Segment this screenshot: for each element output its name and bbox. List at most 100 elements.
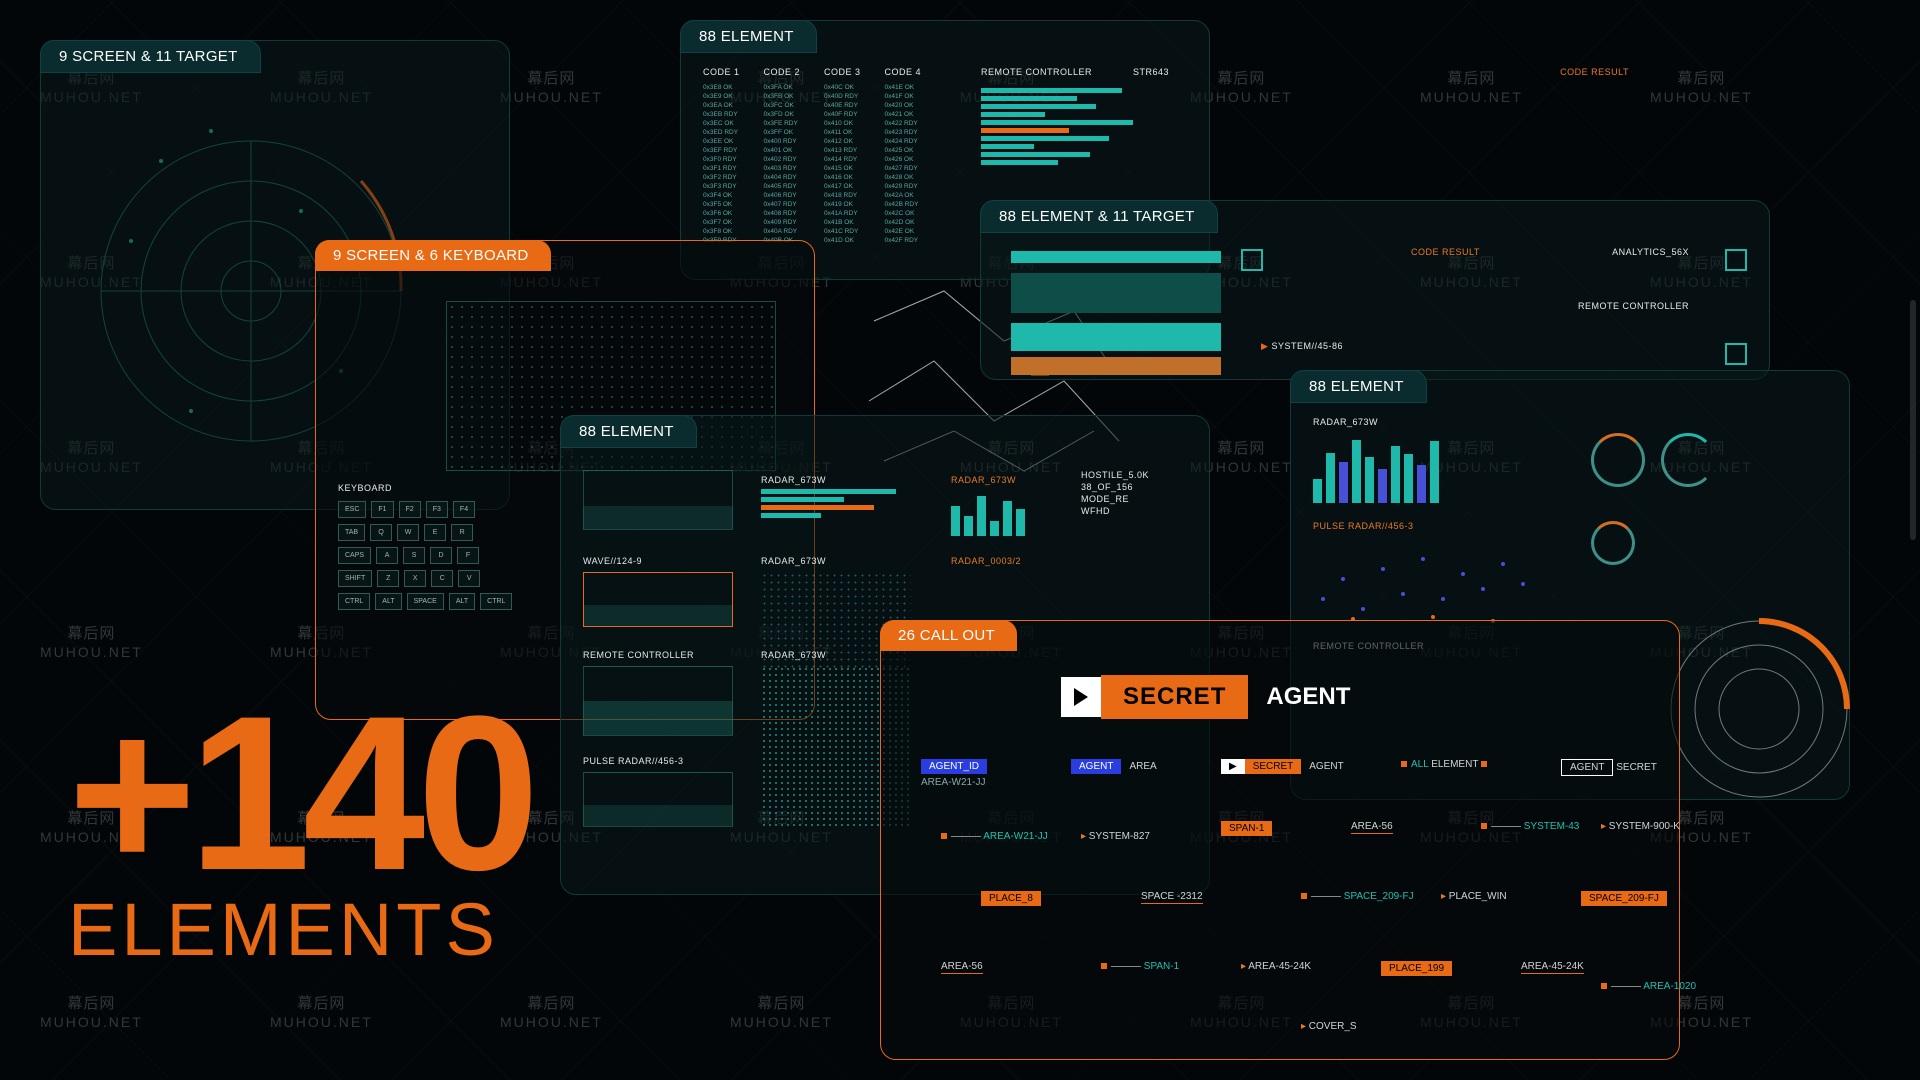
callout: ALL ELEMENT bbox=[1401, 759, 1491, 770]
gauge-ring bbox=[1591, 521, 1635, 565]
panel-88-11-target: 88 ELEMENT & 11 TARGET ▶ SYSTEM//45-86 C… bbox=[980, 200, 1770, 380]
callout: AREA-56 bbox=[1351, 821, 1393, 832]
key[interactable]: Q bbox=[370, 524, 392, 541]
col-head: CODE 3 bbox=[824, 67, 861, 77]
key[interactable]: CAPS bbox=[338, 547, 371, 564]
feature-word-2: AGENT bbox=[1248, 675, 1368, 719]
callout: PLACE_199 bbox=[1381, 961, 1452, 976]
panel-tab: 88 ELEMENT bbox=[560, 415, 697, 448]
label: PULSE RADAR//456-3 bbox=[583, 756, 684, 766]
key[interactable]: F bbox=[457, 547, 479, 564]
target-brackets bbox=[1725, 249, 1747, 271]
headline-word: ELEMENTS bbox=[68, 887, 532, 972]
key[interactable]: D bbox=[430, 547, 452, 564]
panel-tab: 88 ELEMENT bbox=[1290, 370, 1427, 403]
key[interactable]: ESC bbox=[338, 501, 366, 518]
key[interactable]: CTRL bbox=[338, 593, 370, 610]
remote: REMOTE CONTROLLER bbox=[1578, 301, 1689, 311]
callout: SPACE_209-FJ bbox=[1301, 891, 1414, 902]
panel-tab: 26 CALL OUT bbox=[880, 620, 1017, 651]
callout: AGENT_ID bbox=[921, 759, 987, 774]
callout-feature: SECRET AGENT bbox=[1061, 675, 1368, 719]
panel-tab: 88 ELEMENT & 11 TARGET bbox=[980, 200, 1218, 233]
code-result: CODE RESULT bbox=[1411, 247, 1480, 257]
feature-word-1: SECRET bbox=[1101, 675, 1248, 719]
callout: PLACE_8 bbox=[981, 891, 1041, 906]
panel-tab: 88 ELEMENT bbox=[680, 20, 817, 53]
callout: AREA-56 bbox=[941, 961, 983, 972]
label: RADAR_673W bbox=[1313, 417, 1378, 427]
panel-tab: 9 SCREEN & 6 KEYBOARD bbox=[315, 240, 551, 271]
callout: ▶SECRETAGENT bbox=[1221, 759, 1352, 774]
line-chart bbox=[583, 470, 733, 530]
callout: AREA-45-24K bbox=[1521, 961, 1584, 972]
key[interactable]: A bbox=[376, 547, 398, 564]
key[interactable]: W bbox=[397, 524, 419, 541]
info-block: HOSTILE_5.0K 38_OF_156 MODE_RE WFHD bbox=[1081, 470, 1149, 518]
bar-chart bbox=[1313, 433, 1439, 503]
callout: ▸ PLACE_WIN bbox=[1441, 891, 1507, 902]
callout: SPACE -2312 bbox=[1141, 891, 1203, 902]
barset bbox=[981, 85, 1141, 168]
callout: SYSTEM-43 bbox=[1481, 821, 1579, 832]
key[interactable]: TAB bbox=[338, 524, 365, 541]
key[interactable]: CTRL bbox=[480, 593, 512, 610]
callout: SPAN-1 bbox=[1221, 821, 1272, 836]
callout: AREA-W21-JJ bbox=[941, 831, 1048, 842]
key[interactable]: E bbox=[424, 524, 446, 541]
status: STR643 bbox=[1133, 67, 1169, 77]
key[interactable]: SPACE bbox=[407, 593, 444, 610]
key[interactable]: V bbox=[458, 570, 480, 587]
callout: AREA-1020 bbox=[1601, 981, 1696, 992]
keyboard: ESCF1F2F3F4TABQWERCAPSASDFSHIFTZXCVCTRLA… bbox=[338, 501, 512, 610]
key[interactable]: F2 bbox=[399, 501, 421, 518]
target-brackets bbox=[1725, 343, 1747, 365]
key[interactable]: ALT bbox=[375, 593, 401, 610]
remote-title: REMOTE CONTROLLER bbox=[981, 67, 1092, 77]
code-result: CODE RESULT bbox=[1560, 67, 1629, 77]
line-chart bbox=[583, 772, 733, 827]
headline-number: +140 bbox=[68, 700, 532, 887]
key[interactable]: ALT bbox=[449, 593, 475, 610]
keyboard-label: KEYBOARD bbox=[338, 483, 392, 493]
key[interactable]: R bbox=[451, 524, 473, 541]
task-bars bbox=[1011, 251, 1221, 375]
callout-sub: AREA-W21-JJ bbox=[921, 777, 985, 788]
label: RADAR_0003/2 bbox=[951, 556, 1021, 566]
play-icon[interactable] bbox=[1061, 677, 1101, 717]
callout: SPACE_209-FJ bbox=[1581, 891, 1667, 906]
col-head: CODE 4 bbox=[885, 67, 922, 77]
target-brackets bbox=[1241, 249, 1263, 271]
scrollbar[interactable] bbox=[1910, 300, 1916, 540]
key[interactable]: F4 bbox=[453, 501, 475, 518]
callout: ▸ SYSTEM-900-K bbox=[1601, 821, 1680, 832]
key[interactable]: SHIFT bbox=[338, 570, 372, 587]
key[interactable]: C bbox=[431, 570, 453, 587]
callout: AGENT SECRET bbox=[1561, 759, 1657, 776]
panel-callouts: 26 CALL OUT SECRET AGENT AGENT_ID AGENTA… bbox=[880, 620, 1680, 1060]
label: RADAR_673W bbox=[761, 556, 826, 566]
code-listing: 0x3E8 OK0x3E9 OK0x3EA OK0x3EB RDY0x3EC O… bbox=[703, 83, 933, 253]
headline: +140 ELEMENTS bbox=[68, 700, 532, 972]
barset bbox=[761, 486, 911, 521]
key[interactable]: S bbox=[403, 547, 425, 564]
gauge-ring bbox=[1591, 433, 1645, 487]
label: WAVE//124-9 bbox=[583, 556, 642, 566]
label: REMOTE CONTROLLER bbox=[583, 650, 694, 660]
label: PULSE RADAR//456-3 bbox=[1313, 521, 1414, 531]
callout: SPAN-1 bbox=[1101, 961, 1179, 972]
code-columns: CODE 1 CODE 2 CODE 3 CODE 4 bbox=[703, 67, 921, 77]
key[interactable]: Z bbox=[377, 570, 399, 587]
col-head: CODE 1 bbox=[703, 67, 740, 77]
circular-hud bbox=[1659, 609, 1859, 809]
key[interactable]: F1 bbox=[371, 501, 393, 518]
gauge-ring bbox=[1661, 433, 1715, 487]
callout: AGENTAREA bbox=[1071, 759, 1165, 774]
key[interactable]: X bbox=[404, 570, 426, 587]
vertical-bars bbox=[951, 486, 1025, 536]
area-chart bbox=[583, 666, 733, 736]
col-head: CODE 2 bbox=[764, 67, 801, 77]
key[interactable]: F3 bbox=[426, 501, 448, 518]
system-label: ▶ SYSTEM//45-86 bbox=[1261, 341, 1343, 352]
callout: ▸ COVER_S bbox=[1301, 1021, 1357, 1032]
